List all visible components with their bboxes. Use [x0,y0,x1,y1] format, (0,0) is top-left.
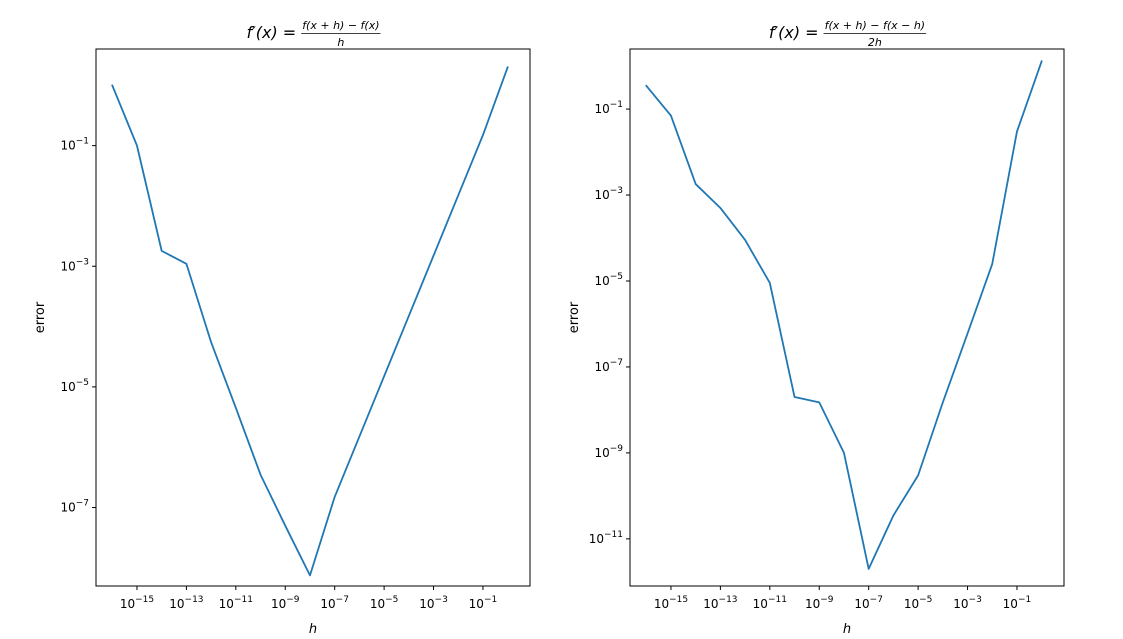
x-tick-label: 10−7 [854,595,883,611]
title-denominator: 2h [868,36,882,49]
y-tick-label: 10−3 [594,186,623,202]
x-tick-label: 10−1 [1003,595,1032,611]
x-tick-label: 10−15 [654,595,688,611]
y-tick-label: 10−1 [60,137,89,153]
title-numerator: f(x + h) − f(x) [302,19,379,32]
y-tick-label: 10−5 [60,378,89,394]
x-tick-label: 10−15 [120,595,154,611]
axes-frame [95,48,531,587]
y-axis-label: error [33,301,48,333]
title-denominator: h [337,36,344,49]
y-axis-label: error [567,301,582,333]
x-axis-label: h [843,622,851,637]
y-tick-label: 10−5 [594,272,623,288]
x-tick-label: 10−13 [169,595,203,611]
y-tick-label: 10−1 [594,100,623,116]
x-tick-label: 10−3 [419,595,448,611]
title-lhs: f′(x) = [246,23,296,42]
subplot-1: 10−15 10−13 10−11 10−9 10−7 10−5 10−3 10−1 10−1 1… [33,19,531,637]
axes-frame [629,48,1065,587]
series-line-1 [645,60,1043,570]
x-tick-label: 10−5 [370,595,399,611]
chart-title: f′(x) = f(x + h) − f(x) h [246,19,381,49]
x-tick-label: 10−9 [271,595,300,611]
x-tick-label: 10−9 [805,595,834,611]
x-tick-label: 10−1 [469,595,498,611]
y-tick-label: 10−7 [594,358,623,374]
x-tick-label: 10−13 [703,595,737,611]
y-tick-label: 10−9 [594,444,623,460]
subplot-2: 10−15 10−13 10−11 10−9 10−7 10−5 10−3 10−110−11… [567,19,1065,637]
x-tick-label: 10−3 [953,595,982,611]
title-numerator: f(x + h) − f(x − h) [825,19,926,32]
x-tick-label: 10−11 [753,595,787,611]
y-tick-label: 10−11 [589,530,623,546]
series-line-1 [111,66,509,577]
x-tick-label: 10−5 [904,595,933,611]
x-tick-label: 10−11 [219,595,253,611]
x-axis-label: h [309,622,317,637]
y-tick-label: 10−3 [60,257,89,273]
x-tick-label: 10−7 [320,595,349,611]
chart-title: f′(x) = f(x + h) − f(x − h) 2h [769,19,927,49]
y-tick-label: 10−7 [60,499,89,515]
title-lhs: f′(x) = [769,23,819,42]
